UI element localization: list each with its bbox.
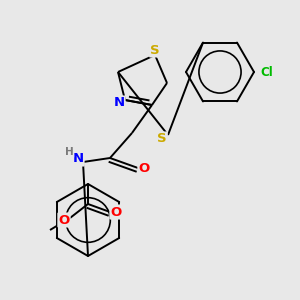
Text: N: N bbox=[72, 152, 84, 166]
Text: H: H bbox=[64, 147, 74, 157]
Text: O: O bbox=[58, 214, 70, 226]
Text: S: S bbox=[157, 133, 167, 146]
Text: S: S bbox=[150, 44, 160, 56]
Text: O: O bbox=[138, 161, 150, 175]
Text: Cl: Cl bbox=[261, 65, 273, 79]
Text: O: O bbox=[110, 206, 122, 218]
Text: N: N bbox=[113, 97, 124, 110]
